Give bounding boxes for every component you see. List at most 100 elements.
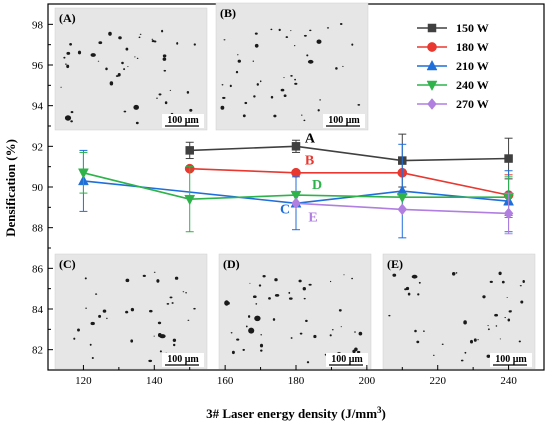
micrograph-panel: (D) 100 μm bbox=[218, 253, 372, 370]
pore-dot bbox=[77, 328, 80, 332]
pore-dot bbox=[520, 300, 524, 304]
pore-dot bbox=[156, 279, 160, 283]
pore-dot bbox=[98, 41, 103, 45]
pore-dot bbox=[221, 84, 224, 86]
pore-dot bbox=[392, 273, 397, 277]
y-tick-label: 96 bbox=[32, 60, 44, 72]
point-annotation: B bbox=[305, 154, 314, 169]
pore-dot bbox=[236, 338, 240, 341]
pore-dot bbox=[313, 334, 317, 339]
pore-dot bbox=[432, 354, 435, 356]
pore-dot bbox=[258, 284, 262, 287]
pore-dot bbox=[130, 307, 135, 312]
x-tick-label: 120 bbox=[75, 375, 92, 387]
pore-dot bbox=[193, 43, 196, 46]
micrograph-label: (A) bbox=[59, 11, 76, 25]
pore-dot bbox=[416, 340, 420, 344]
scale-bar-label: 100 μm bbox=[167, 115, 199, 126]
pore-dot bbox=[77, 50, 82, 55]
pore-dot bbox=[411, 274, 418, 279]
pore-dot bbox=[358, 331, 363, 336]
pore-dot bbox=[303, 119, 306, 122]
pore-dot bbox=[220, 105, 225, 110]
pore-dot bbox=[125, 310, 129, 314]
pore-dot bbox=[138, 36, 141, 39]
pore-dot bbox=[157, 321, 162, 325]
legend-marker bbox=[426, 80, 438, 92]
pore-dot bbox=[280, 88, 285, 92]
pore-dot bbox=[319, 99, 321, 101]
pore-dot bbox=[441, 343, 444, 345]
pore-dot bbox=[156, 97, 158, 99]
pore-dot bbox=[109, 81, 114, 86]
pore-dot bbox=[102, 309, 107, 313]
pore-dot bbox=[158, 93, 162, 96]
pore-dot bbox=[506, 296, 508, 298]
pore-dot bbox=[259, 343, 264, 348]
y-tick-label: 94 bbox=[32, 101, 44, 113]
pore-dot bbox=[66, 64, 70, 69]
pore-dot bbox=[176, 42, 179, 45]
micrograph-image bbox=[215, 2, 369, 131]
x-axis-title-end: ) bbox=[382, 406, 386, 421]
pore-dot bbox=[464, 351, 467, 354]
pore-dot bbox=[339, 22, 343, 26]
scale-bar-label: 100 μm bbox=[331, 354, 363, 365]
legend-item: 150 W bbox=[417, 21, 489, 35]
pore-dot bbox=[294, 78, 296, 81]
pore-dot bbox=[123, 68, 126, 71]
pore-dot bbox=[136, 57, 139, 60]
pore-dot bbox=[303, 297, 306, 300]
x-axis-title-superscript: 3 bbox=[377, 405, 382, 415]
pore-dot bbox=[262, 275, 266, 278]
pore-dot bbox=[299, 332, 303, 335]
y-tick-label: 98 bbox=[32, 19, 44, 31]
pore-dot bbox=[507, 318, 511, 322]
pore-dot bbox=[242, 114, 246, 118]
pore-dot bbox=[125, 47, 129, 51]
pore-dot bbox=[242, 348, 245, 351]
pore-dot bbox=[224, 300, 230, 306]
pore-dot bbox=[97, 60, 100, 62]
pore-dot bbox=[356, 350, 361, 354]
pore-dot bbox=[316, 39, 322, 44]
series-layer bbox=[78, 133, 514, 239]
y-tick-label: 88 bbox=[32, 223, 44, 235]
point-annotation: C bbox=[280, 202, 290, 217]
point-annotation: A bbox=[305, 131, 316, 146]
micrograph-label: (D) bbox=[223, 257, 240, 271]
x-tick-label: 140 bbox=[146, 375, 163, 387]
legend-marker bbox=[427, 98, 437, 110]
pore-dot bbox=[306, 54, 309, 57]
pore-dot bbox=[127, 66, 129, 68]
pore-dot bbox=[518, 340, 521, 343]
pore-dot bbox=[407, 292, 411, 296]
pore-dot bbox=[193, 307, 196, 310]
pore-dot bbox=[151, 40, 155, 43]
pore-dot bbox=[414, 329, 417, 333]
pore-dot bbox=[172, 343, 176, 347]
pore-dot bbox=[477, 339, 479, 341]
pore-dot bbox=[186, 91, 190, 94]
legend-item: 180 W bbox=[417, 40, 489, 54]
x-axis: 120 140 160 180 200 220 240 bbox=[47, 365, 545, 387]
pore-dot bbox=[519, 285, 522, 287]
pore-dot bbox=[139, 33, 142, 35]
pore-dot bbox=[151, 38, 154, 40]
legend-label: 180 W bbox=[456, 40, 489, 54]
pore-dot bbox=[273, 114, 277, 118]
micrograph-panel: (C) 100 μm bbox=[54, 253, 208, 370]
micrograph-label: (E) bbox=[387, 257, 403, 271]
pore-dot bbox=[247, 315, 251, 318]
scale-bar-background bbox=[162, 353, 204, 367]
pore-dot bbox=[473, 338, 477, 342]
pore-dot bbox=[329, 334, 332, 337]
legend-label: 150 W bbox=[456, 21, 489, 35]
pore-dot bbox=[482, 295, 486, 299]
pore-dot bbox=[248, 327, 255, 334]
legend-marker bbox=[426, 59, 438, 71]
micrograph-panel: (A) 100 μm bbox=[54, 7, 208, 131]
micrograph-image bbox=[382, 253, 536, 370]
pore-dot bbox=[423, 330, 425, 332]
pore-dot bbox=[294, 82, 298, 85]
